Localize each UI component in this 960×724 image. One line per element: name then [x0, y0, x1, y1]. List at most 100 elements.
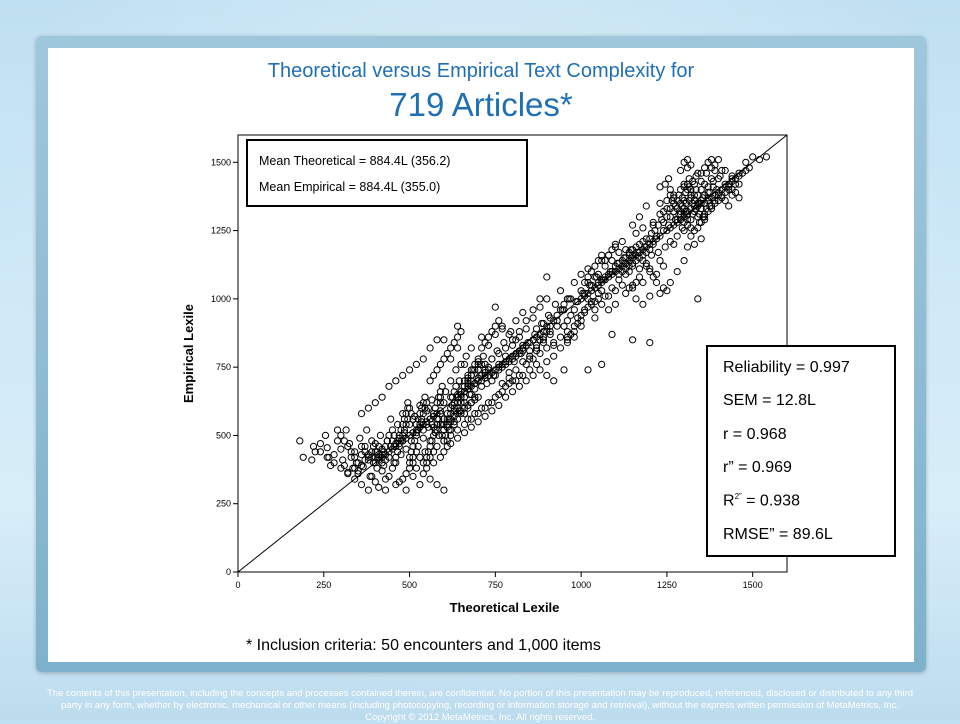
data-point — [601, 257, 609, 265]
data-point — [430, 371, 438, 379]
data-point — [351, 453, 359, 461]
data-point — [677, 216, 685, 224]
data-point — [478, 360, 486, 368]
data-point — [323, 444, 331, 452]
data-point — [467, 423, 475, 431]
data-point — [522, 377, 530, 385]
data-point — [665, 175, 673, 183]
data-point — [615, 248, 623, 256]
data-point — [728, 175, 736, 183]
data-point — [464, 371, 472, 379]
data-point — [608, 246, 616, 254]
data-point — [447, 377, 455, 385]
data-point — [519, 341, 527, 349]
data-point — [707, 156, 716, 164]
data-point — [430, 459, 438, 467]
data-point — [622, 289, 630, 297]
data-point — [481, 339, 489, 347]
data-point — [502, 393, 510, 401]
data-point — [412, 464, 420, 472]
data-point — [658, 216, 666, 224]
data-point — [677, 210, 685, 218]
data-point — [394, 420, 402, 429]
data-point — [718, 166, 726, 175]
data-point — [467, 399, 475, 407]
data-point — [556, 306, 565, 314]
data-point — [447, 344, 455, 352]
data-point — [351, 475, 359, 483]
data-point — [646, 339, 654, 347]
data-point — [659, 227, 668, 235]
r-squared-value: = 0.938 — [741, 492, 800, 510]
data-point — [426, 475, 434, 483]
data-point — [666, 278, 674, 287]
data-point — [354, 467, 362, 475]
data-point — [361, 456, 369, 464]
data-point — [433, 336, 441, 344]
data-point — [697, 199, 705, 207]
data-point — [591, 314, 599, 322]
data-point — [685, 183, 693, 191]
data-point — [731, 180, 740, 188]
data-point — [395, 478, 403, 486]
data-point — [629, 336, 637, 344]
data-point — [406, 459, 414, 467]
data-point — [375, 453, 383, 461]
data-point — [447, 410, 455, 418]
data-point — [351, 448, 359, 456]
data-point — [526, 347, 534, 355]
data-point — [426, 377, 434, 385]
data-point — [536, 303, 544, 311]
y-axis-label: Empirical Lexile — [181, 304, 196, 403]
data-point — [563, 336, 572, 344]
y-tick-label: 750 — [216, 362, 231, 372]
data-point — [443, 415, 451, 423]
data-point — [574, 319, 582, 328]
data-point — [402, 486, 410, 494]
data-point — [385, 382, 393, 390]
x-tick-label: 500 — [402, 580, 417, 590]
data-point — [457, 410, 465, 418]
data-point — [666, 205, 674, 213]
data-point — [454, 415, 462, 423]
data-point — [484, 333, 493, 341]
data-point — [532, 325, 541, 333]
data-point — [399, 371, 407, 379]
data-point — [308, 456, 316, 464]
data-point — [467, 366, 475, 374]
data-point — [670, 240, 678, 248]
data-point — [591, 284, 599, 292]
data-point — [508, 388, 517, 396]
data-point — [642, 202, 650, 210]
data-point — [608, 268, 616, 276]
data-point — [550, 352, 558, 360]
data-point — [721, 166, 729, 175]
data-point — [567, 295, 575, 303]
data-point — [755, 156, 764, 164]
data-point — [697, 205, 705, 213]
r-squared-prefix: R — [723, 492, 735, 510]
data-point — [749, 153, 757, 161]
data-point — [563, 295, 572, 303]
data-point — [440, 420, 448, 429]
data-point — [694, 224, 702, 232]
data-point — [570, 278, 578, 287]
data-point — [560, 306, 568, 314]
data-point — [378, 393, 386, 401]
data-point — [742, 158, 750, 166]
data-point — [522, 317, 530, 325]
data-point — [515, 328, 524, 336]
data-point — [735, 180, 743, 188]
data-point — [421, 393, 429, 401]
data-point — [481, 412, 489, 420]
data-point — [447, 393, 455, 401]
data-point — [611, 287, 620, 295]
data-point — [526, 355, 534, 363]
data-point — [442, 388, 450, 396]
data-point — [745, 164, 753, 172]
data-point — [622, 254, 630, 262]
data-point — [337, 445, 345, 453]
data-point — [337, 431, 345, 439]
data-point — [378, 467, 386, 475]
